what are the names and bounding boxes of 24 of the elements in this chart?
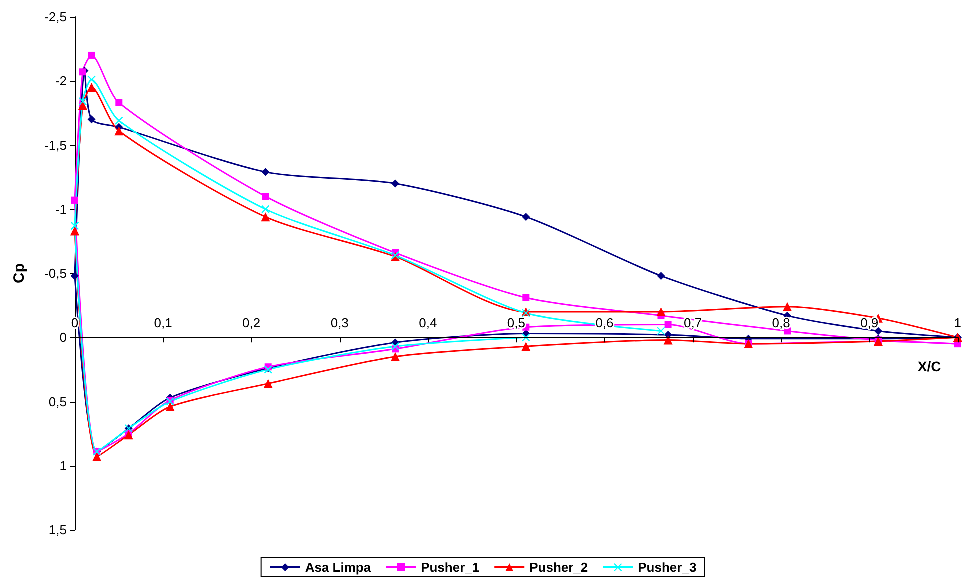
y-tick-label: -0,5: [44, 266, 67, 281]
legend-label: Pusher_3: [638, 560, 697, 575]
y-tick-label: 0: [60, 330, 67, 346]
x-tick-label: 0,2: [242, 316, 261, 331]
legend-label: Asa Limpa: [305, 560, 372, 575]
x-tick-label: 0,4: [419, 316, 438, 331]
legend-label: Pusher_2: [530, 560, 588, 575]
x-tick-label: 0,9: [860, 316, 879, 331]
y-tick-label: -2,5: [44, 10, 67, 24]
y-tick-label: 0,5: [48, 394, 67, 410]
x-tick-label: 0,8: [772, 316, 790, 331]
x-tick-label: 1: [954, 316, 962, 331]
x-axis-title: X/C: [918, 358, 942, 375]
y-tick-label: 1: [60, 458, 67, 474]
legend-label: Pusher_1: [421, 560, 480, 575]
y-tick-label: -1,5: [44, 138, 67, 153]
x-tick-label: 0,7: [684, 316, 702, 331]
x-tick-label: 0,1: [154, 316, 172, 331]
y-axis-title: Cp: [11, 264, 28, 284]
y-tick-label: -2: [55, 74, 67, 89]
x-tick-label: 0,5: [507, 316, 526, 331]
y-tick-label: 1,5: [48, 522, 67, 538]
y-tick-label: -1: [55, 202, 67, 217]
x-tick-label: 0,3: [330, 316, 349, 331]
